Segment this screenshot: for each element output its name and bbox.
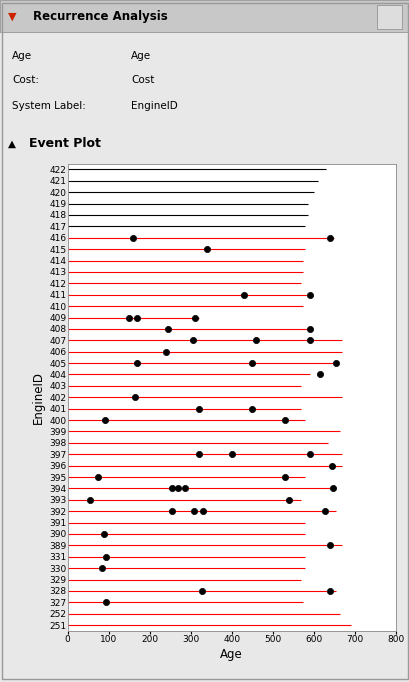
Text: ▼: ▼ bbox=[8, 12, 17, 22]
Point bbox=[101, 415, 108, 426]
Point bbox=[306, 323, 312, 334]
Point bbox=[130, 233, 136, 243]
Point bbox=[95, 471, 101, 482]
Point bbox=[98, 563, 105, 574]
Point bbox=[326, 233, 333, 243]
Point bbox=[189, 335, 196, 346]
Point bbox=[162, 346, 169, 357]
Point bbox=[181, 483, 187, 494]
Point bbox=[190, 506, 197, 517]
Text: ▲: ▲ bbox=[8, 139, 16, 149]
Point bbox=[191, 312, 198, 323]
Text: Recurrence Analysis: Recurrence Analysis bbox=[33, 10, 167, 23]
Point bbox=[126, 312, 132, 323]
Bar bbox=[376, 5, 401, 29]
Text: Age: Age bbox=[131, 50, 151, 61]
Point bbox=[329, 483, 336, 494]
Point bbox=[240, 289, 247, 300]
Point bbox=[134, 312, 140, 323]
Point bbox=[281, 415, 288, 426]
Point bbox=[169, 506, 175, 517]
Point bbox=[321, 506, 328, 517]
Point bbox=[175, 483, 181, 494]
Bar bbox=[0, 0, 409, 32]
Point bbox=[164, 323, 171, 334]
Point bbox=[252, 335, 259, 346]
Point bbox=[285, 494, 292, 505]
Point bbox=[169, 483, 175, 494]
Point bbox=[102, 597, 109, 608]
Text: Cost:: Cost: bbox=[12, 75, 39, 85]
Point bbox=[198, 586, 205, 597]
Text: Age: Age bbox=[12, 50, 32, 61]
Text: Event Plot: Event Plot bbox=[29, 137, 100, 151]
Point bbox=[328, 460, 335, 471]
Point bbox=[248, 403, 255, 414]
Point bbox=[195, 403, 202, 414]
Point bbox=[203, 243, 210, 254]
Text: System Label:: System Label: bbox=[12, 101, 86, 111]
Point bbox=[306, 449, 312, 460]
Text: EngineID: EngineID bbox=[131, 101, 178, 111]
Point bbox=[248, 357, 255, 368]
Point bbox=[281, 471, 288, 482]
X-axis label: Age: Age bbox=[220, 648, 243, 661]
Point bbox=[306, 335, 312, 346]
Text: Cost: Cost bbox=[131, 75, 154, 85]
Point bbox=[306, 289, 312, 300]
Y-axis label: EngineID: EngineID bbox=[32, 371, 45, 424]
Point bbox=[87, 494, 93, 505]
Point bbox=[326, 540, 333, 551]
Point bbox=[195, 449, 202, 460]
Point bbox=[132, 391, 138, 402]
Point bbox=[326, 586, 333, 597]
Point bbox=[332, 357, 339, 368]
Point bbox=[102, 551, 109, 562]
Point bbox=[134, 357, 140, 368]
Point bbox=[199, 506, 206, 517]
Point bbox=[100, 529, 107, 539]
Point bbox=[316, 369, 322, 380]
Point bbox=[228, 449, 234, 460]
